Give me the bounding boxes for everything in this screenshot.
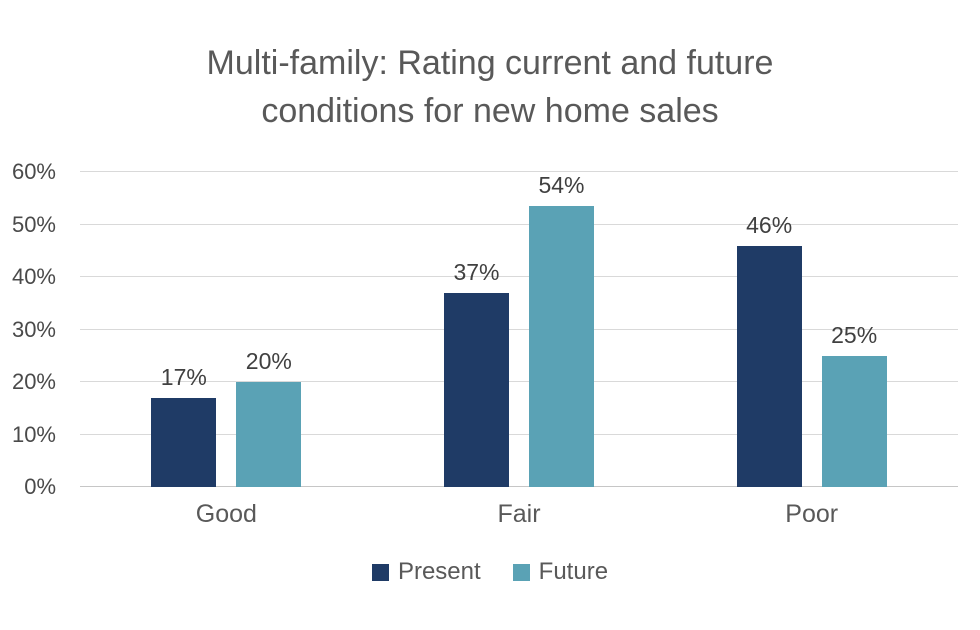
bar-column-future-good: 20% [236, 172, 302, 487]
gridline-40% [80, 276, 958, 277]
bar-value-label: 25% [831, 321, 878, 348]
bar-value-label: 46% [746, 211, 793, 238]
chart-title: Multi-family: Rating current and future … [206, 44, 774, 130]
y-tick-label-60%: 60% [11, 159, 56, 184]
gridline-20% [80, 381, 958, 382]
x-tick-label-poor: Poor [785, 500, 839, 528]
gridline-50% [80, 223, 958, 225]
legend-swatch-future [512, 563, 530, 581]
x-axis-labels: Good Fair Poor [80, 500, 958, 529]
bar-groups: 17% 20% 37% 54% 46% 25% [80, 172, 958, 487]
y-tick-label-30%: 30% [11, 316, 56, 342]
x-tick-label-good: Good [195, 500, 257, 528]
bar-value-label: 54% [538, 172, 585, 198]
gridline-60% [80, 171, 958, 172]
bar-group-poor: 46% 25% [665, 172, 958, 487]
bar-future-good [236, 382, 302, 487]
plot-area: 17% 20% 37% 54% 46% 25% 0% 10% 20% 30% 40% 50% 60% [12, 159, 958, 499]
bar-present-fair [444, 292, 509, 487]
gridline-10% [80, 433, 958, 435]
bar-group-good: 17% 20% [80, 172, 373, 487]
bar-group-fair: 37% 54% [373, 172, 666, 487]
y-tick-label-20%: 20% [11, 369, 56, 394]
bar-value-label: 20% [245, 348, 292, 374]
bar-value-label: 17% [160, 363, 207, 390]
bar-column-future-poor: 25% [821, 172, 887, 487]
legend-swatch-present [371, 563, 389, 581]
legend-label-future: Future [538, 558, 609, 585]
y-tick-label-10%: 10% [11, 421, 56, 447]
bar-column-future-fair: 54% [529, 172, 594, 487]
bar-present-poor [736, 245, 802, 487]
bar-future-poor [821, 355, 887, 487]
bar-column-present-poor: 46% [736, 172, 802, 487]
bar-column-present-fair: 37% [444, 172, 509, 487]
legend: Present Future [0, 558, 980, 586]
gridline-30% [80, 328, 958, 330]
bar-value-label: 37% [453, 258, 500, 285]
y-tick-label-40%: 40% [11, 264, 56, 289]
bar-present-good [151, 397, 217, 487]
x-axis-line [80, 486, 958, 487]
y-tick-label-0%: 0% [24, 474, 56, 499]
y-tick-label-50%: 50% [11, 211, 56, 237]
legend-item-present: Present [371, 558, 481, 586]
x-tick-label-fair: Fair [497, 500, 541, 528]
bar-column-present-good: 17% [151, 172, 217, 487]
legend-label-present: Present [397, 558, 481, 585]
legend-item-future: Future [512, 558, 609, 586]
bar-future-fair [529, 206, 594, 487]
